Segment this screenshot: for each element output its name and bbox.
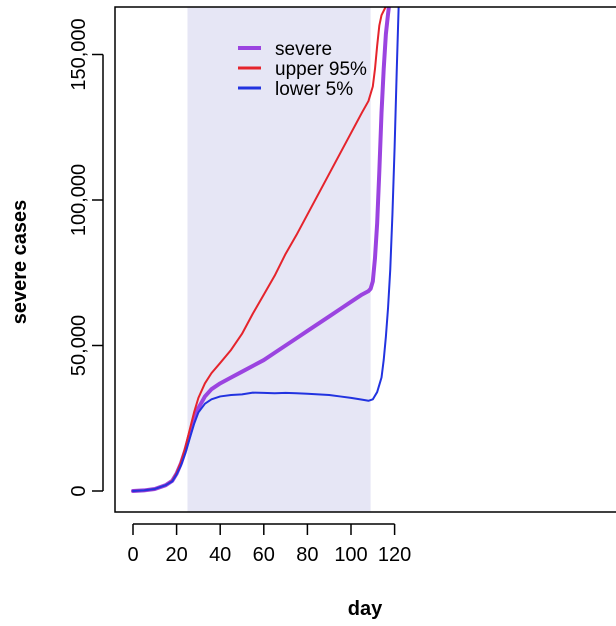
series-line-3 bbox=[132, 7, 400, 492]
y-tick-label: 50,000 bbox=[68, 315, 90, 376]
series-line-2 bbox=[132, 7, 387, 492]
x-axis-title: day bbox=[348, 598, 383, 620]
x-tick-label: 20 bbox=[165, 544, 187, 566]
shaded-region-layer bbox=[187, 7, 371, 512]
shaded-region bbox=[187, 7, 371, 512]
x-tick-label: 80 bbox=[296, 544, 318, 566]
x-tick-label: 120 bbox=[378, 544, 411, 566]
plot-frame-layer bbox=[114, 6, 616, 513]
y-tick-label: 0 bbox=[68, 485, 90, 496]
x-tick-label: 40 bbox=[209, 544, 231, 566]
legend-label: lower 5% bbox=[275, 79, 353, 100]
y-tick-label: 100,000 bbox=[68, 164, 90, 236]
legend-label: upper 95% bbox=[275, 59, 367, 80]
axes-layer: 0 20 40 60 80 100 120 0 50,000 100,000 150,000 bbox=[68, 18, 411, 566]
y-axis-title: severe cases bbox=[9, 200, 31, 325]
x-tick-label: 100 bbox=[334, 544, 367, 566]
x-tick-label: 0 bbox=[127, 544, 138, 566]
legend-label: severe bbox=[275, 39, 332, 60]
plot-frame bbox=[114, 6, 616, 513]
x-tick-label: 60 bbox=[253, 544, 275, 566]
y-tick-label: 150,000 bbox=[68, 18, 90, 90]
series-layer bbox=[131, 7, 400, 493]
